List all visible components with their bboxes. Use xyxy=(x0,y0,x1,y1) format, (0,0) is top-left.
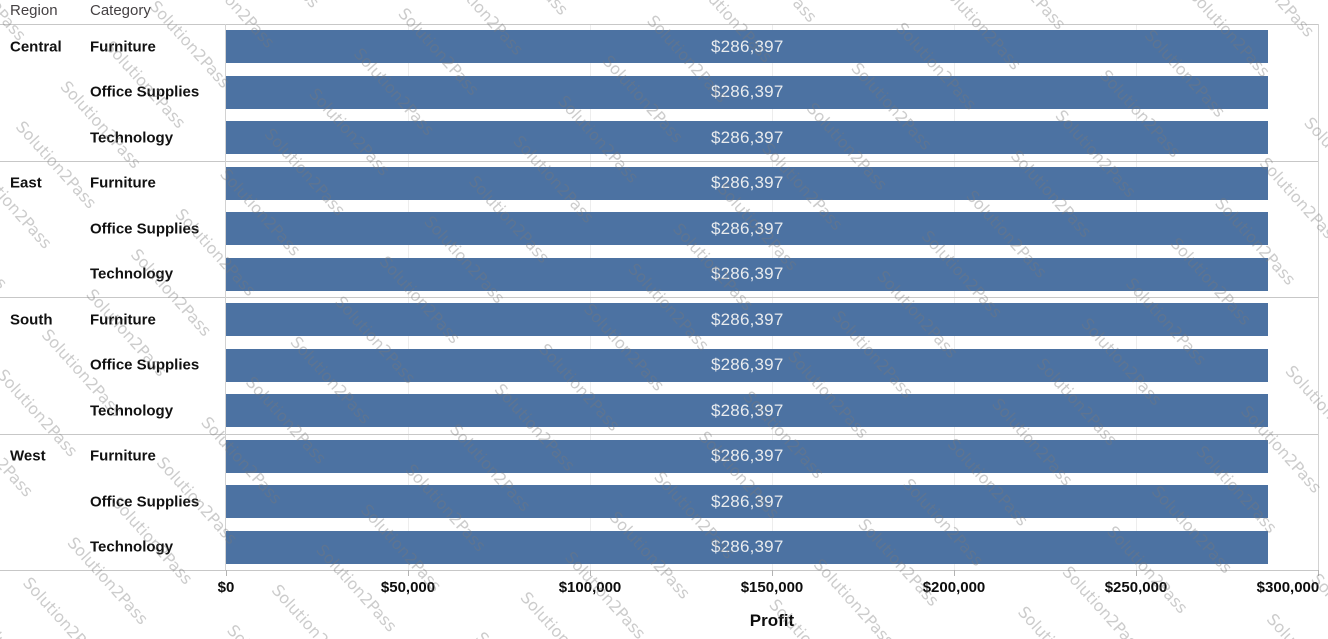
bar-value-label: $286,397 xyxy=(710,127,784,147)
bar-value-label: $286,397 xyxy=(710,82,784,102)
profit-bar[interactable]: $286,397 xyxy=(226,121,1269,155)
region-column-header: Region xyxy=(10,2,58,19)
category-label-furniture[interactable]: Furniture xyxy=(90,311,156,329)
axis-tick-label: $200,000 xyxy=(922,579,986,596)
bar-value-label: $286,397 xyxy=(710,264,784,284)
category-label-furniture[interactable]: Furniture xyxy=(90,174,156,192)
axis-line xyxy=(0,570,1319,571)
bar-value-label: $286,397 xyxy=(710,400,784,420)
profit-bar[interactable]: $286,397 xyxy=(226,75,1269,109)
profit-bar[interactable]: $286,397 xyxy=(226,303,1269,337)
category-label-technology[interactable]: Technology xyxy=(90,265,174,283)
region-divider xyxy=(0,433,1319,435)
category-label-technology[interactable]: Technology xyxy=(90,129,174,147)
axis-tick-label: $0 xyxy=(217,579,235,596)
bar-value-label: $286,397 xyxy=(710,446,784,466)
bar-value-label: $286,397 xyxy=(710,218,784,238)
region-label-central[interactable]: Central xyxy=(10,38,62,56)
category-label-technology[interactable]: Technology xyxy=(90,402,174,420)
axis-tick-label: $250,000 xyxy=(1104,579,1168,596)
axis-tick-label: $300,000 xyxy=(1256,579,1320,596)
category-label-furniture[interactable]: Furniture xyxy=(90,447,156,465)
profit-bar[interactable]: $286,397 xyxy=(226,485,1269,519)
panel-left-border xyxy=(225,24,226,570)
axis-tick-mark xyxy=(408,570,409,576)
region-label-west[interactable]: West xyxy=(10,447,46,465)
profit-bar[interactable]: $286,397 xyxy=(226,212,1269,246)
category-label-furniture[interactable]: Furniture xyxy=(90,38,156,56)
axis-tick-mark xyxy=(1318,570,1319,576)
axis-tick-mark xyxy=(226,570,227,576)
axis-tick-mark xyxy=(954,570,955,576)
bar-value-label: $286,397 xyxy=(710,355,784,375)
bar-value-label: $286,397 xyxy=(710,309,784,329)
region-divider xyxy=(0,160,1319,162)
profit-bar[interactable]: $286,397 xyxy=(226,530,1269,564)
category-label-office-supplies[interactable]: Office Supplies xyxy=(90,83,200,101)
profit-bar[interactable]: $286,397 xyxy=(226,439,1269,473)
category-label-office-supplies[interactable]: Office Supplies xyxy=(90,493,200,511)
axis-tick-label: $150,000 xyxy=(740,579,804,596)
panel-right-border xyxy=(1318,24,1319,570)
axis-tick-mark xyxy=(590,570,591,576)
profit-bar[interactable]: $286,397 xyxy=(226,166,1269,200)
category-label-technology[interactable]: Technology xyxy=(90,538,174,556)
profit-bar[interactable]: $286,397 xyxy=(226,257,1269,291)
bar-value-label: $286,397 xyxy=(710,491,784,511)
category-column-header: Category xyxy=(90,2,151,19)
profit-bar[interactable]: $286,397 xyxy=(226,394,1269,428)
axis-title-profit: Profit xyxy=(749,611,795,630)
bar-value-label: $286,397 xyxy=(710,537,784,557)
axis-tick-label: $50,000 xyxy=(380,579,436,596)
bar-value-label: $286,397 xyxy=(710,36,784,56)
region-label-east[interactable]: East xyxy=(10,174,42,192)
axis-tick-label: $100,000 xyxy=(558,579,622,596)
profit-bar[interactable]: $286,397 xyxy=(226,30,1269,64)
axis-tick-mark xyxy=(772,570,773,576)
header-divider xyxy=(0,24,1319,25)
profit-bar[interactable]: $286,397 xyxy=(226,348,1269,382)
region-divider xyxy=(0,297,1319,298)
category-label-office-supplies[interactable]: Office Supplies xyxy=(90,356,200,374)
category-label-office-supplies[interactable]: Office Supplies xyxy=(90,220,200,238)
axis-tick-mark xyxy=(1136,570,1137,576)
bar-value-label: $286,397 xyxy=(710,173,784,193)
region-label-south[interactable]: South xyxy=(10,311,53,329)
